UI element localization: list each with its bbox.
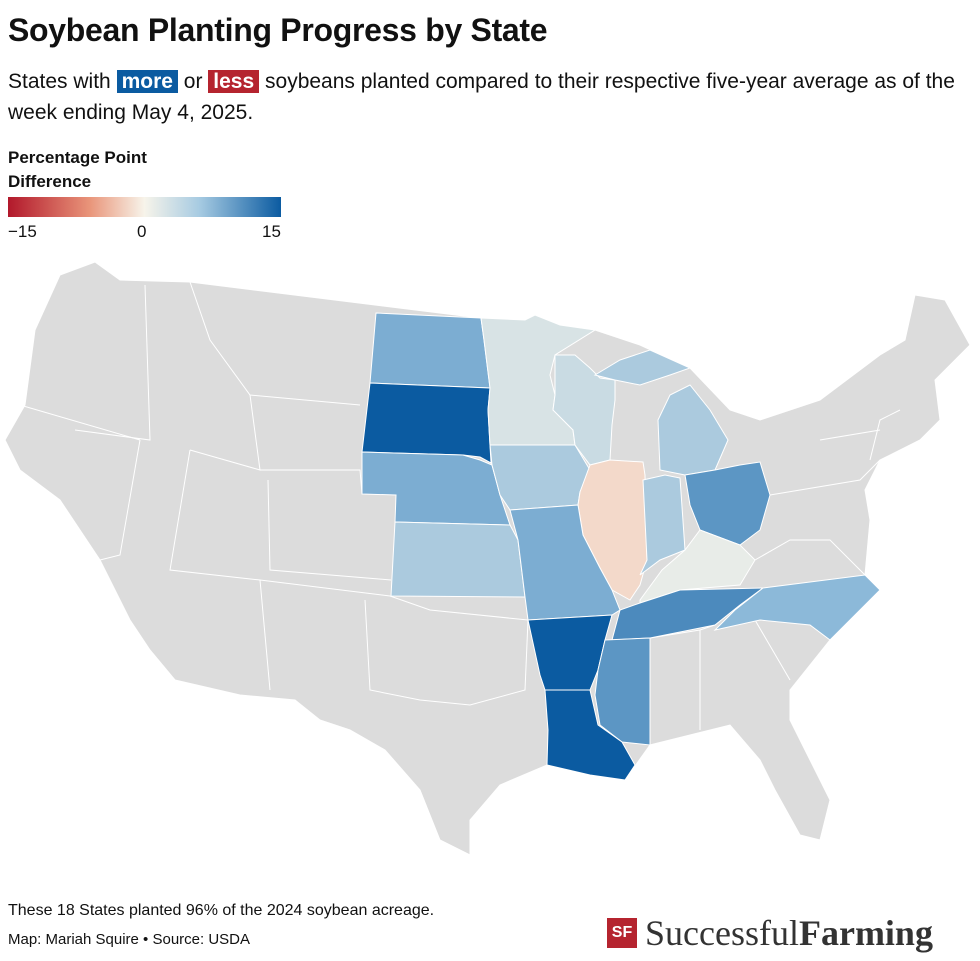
legend-title-line: Difference: [8, 172, 92, 191]
state-borders: [19, 281, 901, 730]
logo-word: Farming: [798, 913, 933, 953]
legend-tick-zero: 0: [137, 222, 147, 241]
legend-tick-max: 15: [262, 222, 281, 241]
state-nebraska: [361, 451, 511, 526]
legend-color-scale: [8, 197, 281, 217]
subtitle-text: or: [183, 70, 203, 93]
state-north-dakota: [369, 312, 491, 389]
footnote: These 18 States planted 96% of the 2024 …: [8, 902, 435, 919]
less-highlight: less: [208, 70, 260, 93]
state-michigan: [593, 349, 692, 386]
state-missouri: [509, 504, 621, 621]
more-highlight: more: [116, 70, 178, 93]
legend-title-line: Percentage Point: [8, 148, 147, 167]
successful-farming-logo: SF Successful Farming: [607, 912, 933, 954]
us-map: [4, 261, 971, 856]
state-mississippi: [594, 637, 651, 746]
credit: Map: Mariah Squire • Source: USDA: [8, 931, 251, 948]
logo-word: Successful: [645, 913, 799, 953]
state-north-carolina: [713, 574, 881, 641]
state-ohio: [684, 461, 771, 546]
subtitle-text: States with: [8, 70, 111, 93]
page-title: Soybean Planting Progress by State: [8, 12, 548, 48]
state-louisiana: [544, 689, 636, 781]
legend-title: Percentage Point Difference: [8, 146, 147, 194]
state-iowa: [489, 444, 591, 511]
state-south-dakota: [361, 382, 492, 464]
subtitle: States with more or less soybeans plante…: [8, 66, 968, 128]
subtitle-text: soybeans planted compared to their respe…: [8, 70, 955, 124]
state-indiana: [639, 474, 686, 576]
legend-tick-min: −15: [8, 222, 37, 241]
logo-mark: SF: [607, 918, 637, 948]
state-wisconsin: [552, 354, 616, 466]
state-kansas: [390, 521, 526, 598]
state-arkansas: [527, 614, 613, 691]
